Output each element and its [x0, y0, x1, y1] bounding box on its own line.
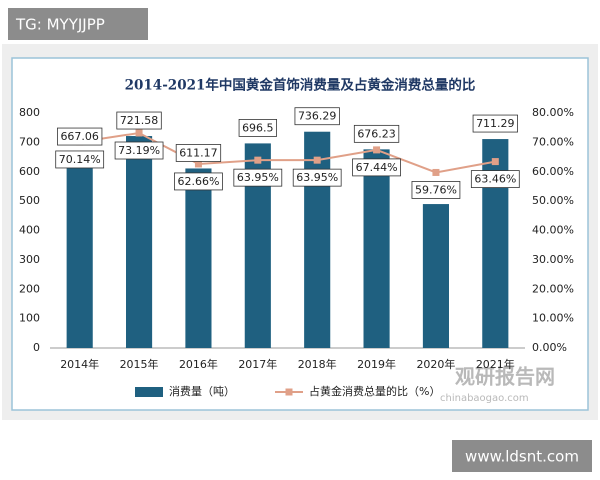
y2-tick-label: 0.00% [532, 341, 567, 354]
bar [126, 136, 153, 348]
y2-tick-label: 40.00% [532, 224, 574, 237]
y-tick-label: 700 [19, 135, 40, 148]
line-marker [135, 129, 143, 137]
y-tick-label: 100 [19, 312, 40, 325]
data-label: 59.76% [415, 183, 457, 196]
data-label: 676.23 [357, 127, 396, 140]
data-label-box [472, 114, 518, 133]
x-tick-label: 2018年 [298, 357, 337, 371]
logo-url: chinabaogao.com [440, 393, 529, 404]
x-tick-label: 2019年 [357, 357, 396, 371]
data-label-box [353, 124, 400, 143]
y-tick-label: 600 [19, 165, 40, 178]
bar [185, 168, 212, 348]
line-marker [432, 168, 440, 176]
data-label-box [233, 168, 283, 187]
y-tick-label: 0 [33, 341, 40, 354]
badge-text: TG: MYYJJPP [15, 16, 105, 34]
data-label: 63.46% [474, 173, 516, 186]
data-label: 736.29 [298, 110, 337, 123]
data-label-box [57, 127, 103, 146]
site-text: www.ldsnt.com [465, 448, 579, 466]
badge [8, 8, 148, 40]
data-label: 696.5 [242, 121, 274, 134]
line-marker [491, 158, 499, 166]
y-tick-label: 400 [19, 224, 40, 237]
y2-tick-label: 70.00% [532, 135, 574, 148]
data-label: 63.95% [237, 171, 279, 184]
line-marker [373, 146, 381, 154]
chart-title: 2014-2021年中国黄金首饰消费量及占黄金消费总量的比 [125, 77, 476, 94]
data-label-box [114, 141, 164, 160]
logo-text: 观研报告网 [455, 365, 555, 389]
data-label-box [55, 150, 105, 169]
data-label: 721.58 [120, 114, 159, 127]
data-label: 62.66% [177, 175, 219, 188]
data-label: 611.17 [179, 146, 218, 159]
line [79, 131, 496, 174]
y-tick-label: 200 [19, 282, 40, 295]
y-tick-label: 500 [19, 194, 40, 207]
data-label: 711.29 [476, 117, 515, 130]
x-tick-label: 2014年 [60, 357, 99, 371]
bar [304, 131, 331, 348]
data-label: 667.06 [60, 130, 99, 143]
x-tick-label: 2016年 [179, 357, 218, 371]
bar [363, 149, 390, 348]
site-badge [452, 440, 592, 472]
data-label-box [175, 144, 222, 162]
data-label-box [238, 119, 277, 137]
data-label-box [352, 158, 401, 177]
legend-swatch [135, 387, 163, 397]
data-label-box [174, 172, 223, 191]
line-marker [254, 156, 262, 164]
y2-tick-label: 60.00% [532, 165, 574, 178]
x-tick-label: 2017年 [238, 357, 277, 371]
line-marker [194, 160, 202, 168]
y2-tick-label: 10.00% [532, 312, 574, 325]
data-label-box [292, 168, 342, 187]
data-label-box [116, 111, 162, 130]
y2-tick-label: 80.00% [532, 106, 574, 119]
legend-label: 占黄金消费总量的比（%） [309, 384, 440, 398]
line-marker [313, 156, 321, 164]
y-tick-label: 300 [19, 253, 40, 266]
x-tick-label: 2020年 [416, 357, 455, 371]
legend-label: 消费量（吨） [169, 384, 235, 398]
y2-tick-label: 20.00% [532, 282, 574, 295]
data-label-box [411, 181, 461, 199]
data-label: 67.44% [356, 161, 398, 174]
data-label: 70.14% [59, 153, 101, 166]
x-tick-label: 2015年 [120, 357, 159, 371]
bar [66, 152, 93, 348]
data-label: 63.95% [296, 171, 338, 184]
legend-marker [285, 388, 293, 396]
data-label-box [470, 170, 520, 188]
data-label-box [294, 107, 340, 126]
y2-tick-label: 30.00% [532, 253, 574, 266]
bar [422, 204, 449, 348]
x-tick-label: 2021年 [476, 357, 515, 371]
data-label: 73.19% [118, 144, 160, 157]
y2-tick-label: 50.00% [532, 194, 574, 207]
y-tick-label: 800 [19, 106, 40, 119]
